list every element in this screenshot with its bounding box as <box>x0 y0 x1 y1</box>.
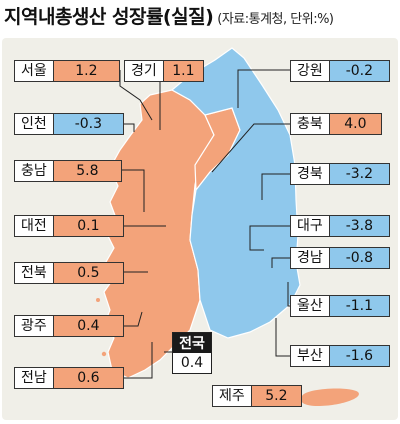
region-value-chungnam: 5.8 <box>53 161 121 181</box>
region-name-jeju: 제주 <box>213 386 252 406</box>
leader-ulsan <box>287 282 290 307</box>
region-name-jeonnam: 전남 <box>15 368 54 388</box>
region-name-seoul: 서울 <box>15 61 54 81</box>
region-name-ulsan: 울산 <box>291 296 330 316</box>
label-gwangju: 광주 0.4 <box>14 315 124 337</box>
region-value-gyeonggi: 1.1 <box>163 61 203 81</box>
label-seoul: 서울 1.2 <box>14 60 120 82</box>
west-islet-2 <box>101 351 107 357</box>
region-name-busan: 부산 <box>291 346 330 366</box>
leader-gyeongnam <box>271 257 290 268</box>
region-name-incheon: 인천 <box>15 114 54 134</box>
leader-gyeongbuk <box>261 173 290 200</box>
region-value-daejeon: 0.1 <box>53 216 123 236</box>
region-name-gangwon: 강원 <box>291 61 330 81</box>
label-jeonnam: 전남 0.6 <box>14 367 124 389</box>
label-jeju: 제주 5.2 <box>212 385 302 407</box>
region-value-gangwon: -0.2 <box>329 61 389 81</box>
leader-seoul <box>119 70 153 121</box>
label-daejeon: 대전 0.1 <box>14 215 124 237</box>
title-source: (자료:통계청, 단위:%) <box>217 12 334 27</box>
label-gangwon: 강원 -0.2 <box>290 60 390 82</box>
region-value-seoul: 1.2 <box>53 61 119 81</box>
region-name-daejeon: 대전 <box>15 216 54 236</box>
region-value-jeju: 5.2 <box>251 386 301 406</box>
region-value-chungbuk: 4.0 <box>329 114 381 134</box>
national-name: 전국 <box>173 333 211 353</box>
label-jeonbuk: 전북 0.5 <box>14 262 124 284</box>
region-name-chungbuk: 충북 <box>291 114 330 134</box>
label-gyeongnam: 경남 -0.8 <box>290 247 390 269</box>
label-chungbuk: 충북 4.0 <box>290 113 382 135</box>
region-name-daegu: 대구 <box>291 216 330 236</box>
label-daegu: 대구 -3.8 <box>290 215 390 237</box>
label-gyeongbuk: 경북 -3.2 <box>290 163 390 185</box>
chart-title: 지역내총생산 성장률(실질) (자료:통계청, 단위:%) <box>4 2 334 32</box>
region-name-jeonbuk: 전북 <box>15 263 54 283</box>
label-ulsan: 울산 -1.1 <box>290 295 390 317</box>
leader-chungbuk <box>211 123 290 173</box>
leader-incheon <box>124 123 135 132</box>
jeju-shape <box>300 388 359 406</box>
region-name-gyeongnam: 경남 <box>291 248 330 268</box>
region-value-ulsan: -1.1 <box>329 296 389 316</box>
region-value-gyeongbuk: -3.2 <box>329 164 389 184</box>
leader-jeonnam <box>124 342 153 379</box>
title-main: 지역내총생산 성장률(실질) <box>4 6 214 28</box>
region-value-incheon: -0.3 <box>53 114 123 134</box>
region-value-busan: -1.6 <box>329 346 389 366</box>
region-name-gwangju: 광주 <box>15 316 54 336</box>
national-value: 0.4 <box>180 355 204 371</box>
leader-daegu <box>249 225 290 251</box>
region-name-gyeongbuk: 경북 <box>291 164 330 184</box>
label-incheon: 인천 -0.3 <box>14 113 124 135</box>
region-value-daegu: -3.8 <box>329 216 389 236</box>
leader-chungnam <box>122 169 145 212</box>
west-islet-1 <box>96 298 100 302</box>
region-name-gyeonggi: 경기 <box>125 61 164 81</box>
national-label: 전국 0.4 <box>172 332 212 374</box>
label-gyeonggi: 경기 1.1 <box>124 60 204 82</box>
label-chungnam: 충남 5.8 <box>14 160 122 182</box>
leader-busan <box>275 318 290 357</box>
region-value-jeonbuk: 0.5 <box>53 263 123 283</box>
region-value-gwangju: 0.4 <box>53 316 123 336</box>
region-value-jeonnam: 0.6 <box>53 368 123 388</box>
label-busan: 부산 -1.6 <box>290 345 390 367</box>
leader-gwangju <box>124 311 143 327</box>
region-value-gyeongnam: -0.8 <box>329 248 389 268</box>
leader-gangwon <box>237 69 290 108</box>
region-name-chungnam: 충남 <box>15 161 54 181</box>
